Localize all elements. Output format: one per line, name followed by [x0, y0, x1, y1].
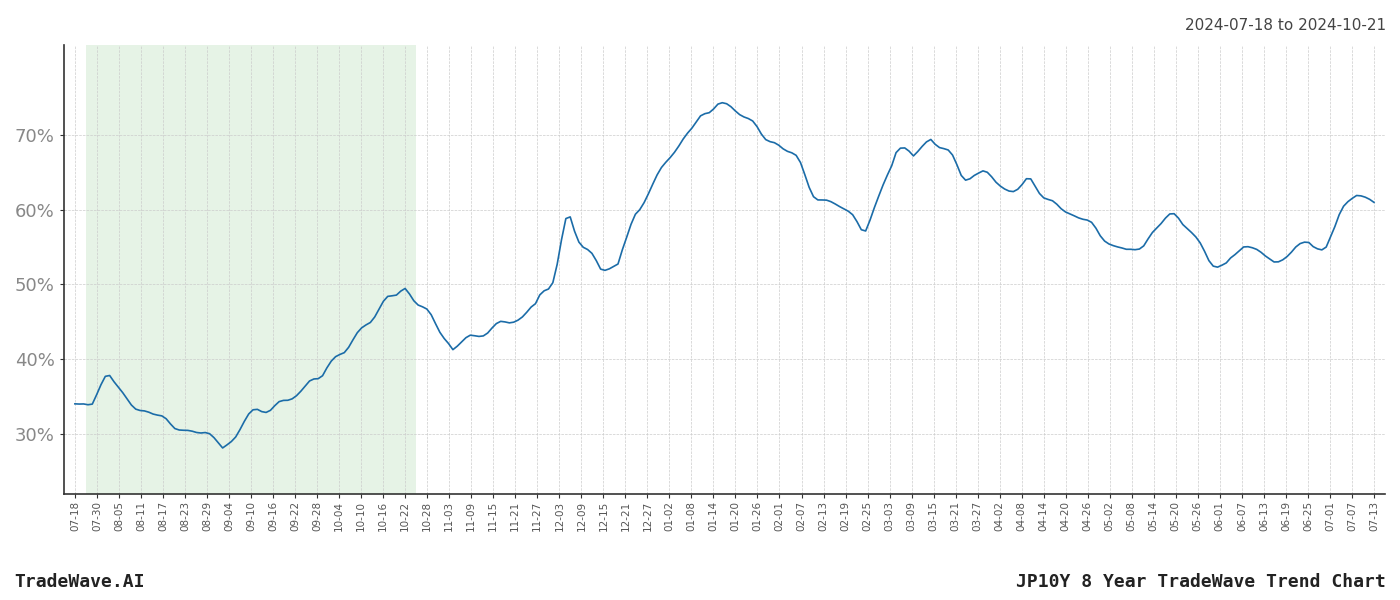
Bar — [85, 45, 416, 494]
Text: 2024-07-18 to 2024-10-21: 2024-07-18 to 2024-10-21 — [1184, 18, 1386, 33]
Text: TradeWave.AI: TradeWave.AI — [14, 573, 144, 591]
Text: JP10Y 8 Year TradeWave Trend Chart: JP10Y 8 Year TradeWave Trend Chart — [1016, 573, 1386, 591]
